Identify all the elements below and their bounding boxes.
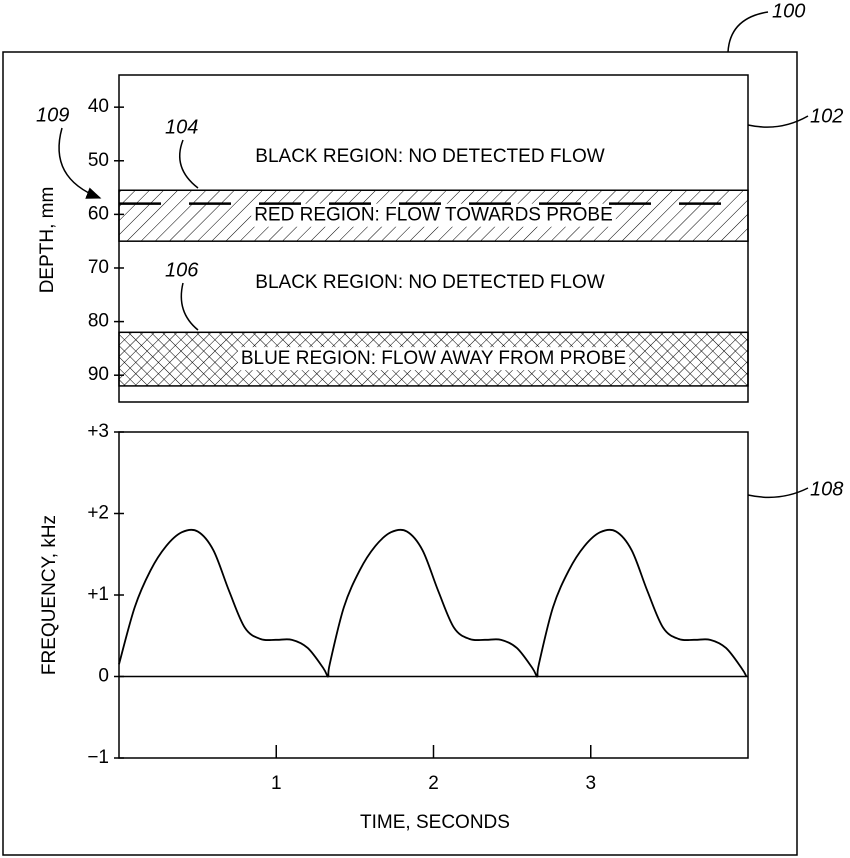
y-axis-title: FREQUENCY, kHz bbox=[39, 515, 60, 675]
leader bbox=[748, 116, 808, 127]
waveform bbox=[119, 530, 746, 677]
ref-label: 104 bbox=[165, 116, 198, 138]
ref-label: 106 bbox=[165, 259, 199, 281]
y-tick-label: +1 bbox=[87, 584, 109, 605]
band-label: BLUE REGION: FLOW AWAY FROM PROBE bbox=[241, 348, 626, 369]
x-tick-label: 2 bbox=[428, 773, 439, 794]
y-tick-label: 70 bbox=[88, 257, 109, 278]
leader bbox=[748, 488, 808, 497]
frame bbox=[3, 52, 797, 855]
ref-label: 102 bbox=[810, 105, 843, 127]
y-tick-label: 50 bbox=[88, 150, 109, 171]
ref-label: 109 bbox=[36, 104, 69, 126]
y-tick-label: 0 bbox=[98, 666, 109, 687]
figure: 100 102 108 104 106 109 DEPTH, mm FREQUE… bbox=[0, 0, 850, 858]
y-tick-label: +2 bbox=[87, 503, 109, 524]
x-tick-label: 1 bbox=[271, 773, 282, 794]
y-tick-label: 60 bbox=[88, 203, 109, 224]
ref-label: 108 bbox=[810, 478, 843, 500]
band-label: RED REGION: FLOW TOWARDS PROBE bbox=[254, 205, 613, 226]
region-label: BLACK REGION: NO DETECTED FLOW bbox=[255, 146, 604, 167]
ref-label: 100 bbox=[772, 0, 805, 22]
x-axis-title: TIME, SECONDS bbox=[360, 812, 510, 833]
region-label: BLACK REGION: NO DETECTED FLOW bbox=[255, 272, 604, 293]
y-tick-label: +3 bbox=[87, 421, 109, 442]
x-tick-label: 3 bbox=[585, 773, 596, 794]
y-tick-label: 40 bbox=[88, 96, 109, 117]
leader bbox=[180, 140, 198, 188]
page: {"figure_label": "100", "chart_data": [ … bbox=[0, 0, 850, 858]
y-axis-title: DEPTH, mm bbox=[37, 187, 58, 294]
y-tick-label: 90 bbox=[88, 364, 109, 385]
leader bbox=[728, 12, 768, 52]
y-tick-label: −1 bbox=[87, 747, 109, 768]
leader bbox=[181, 283, 198, 330]
plot-frame bbox=[119, 432, 748, 758]
y-tick-label: 80 bbox=[88, 311, 109, 332]
